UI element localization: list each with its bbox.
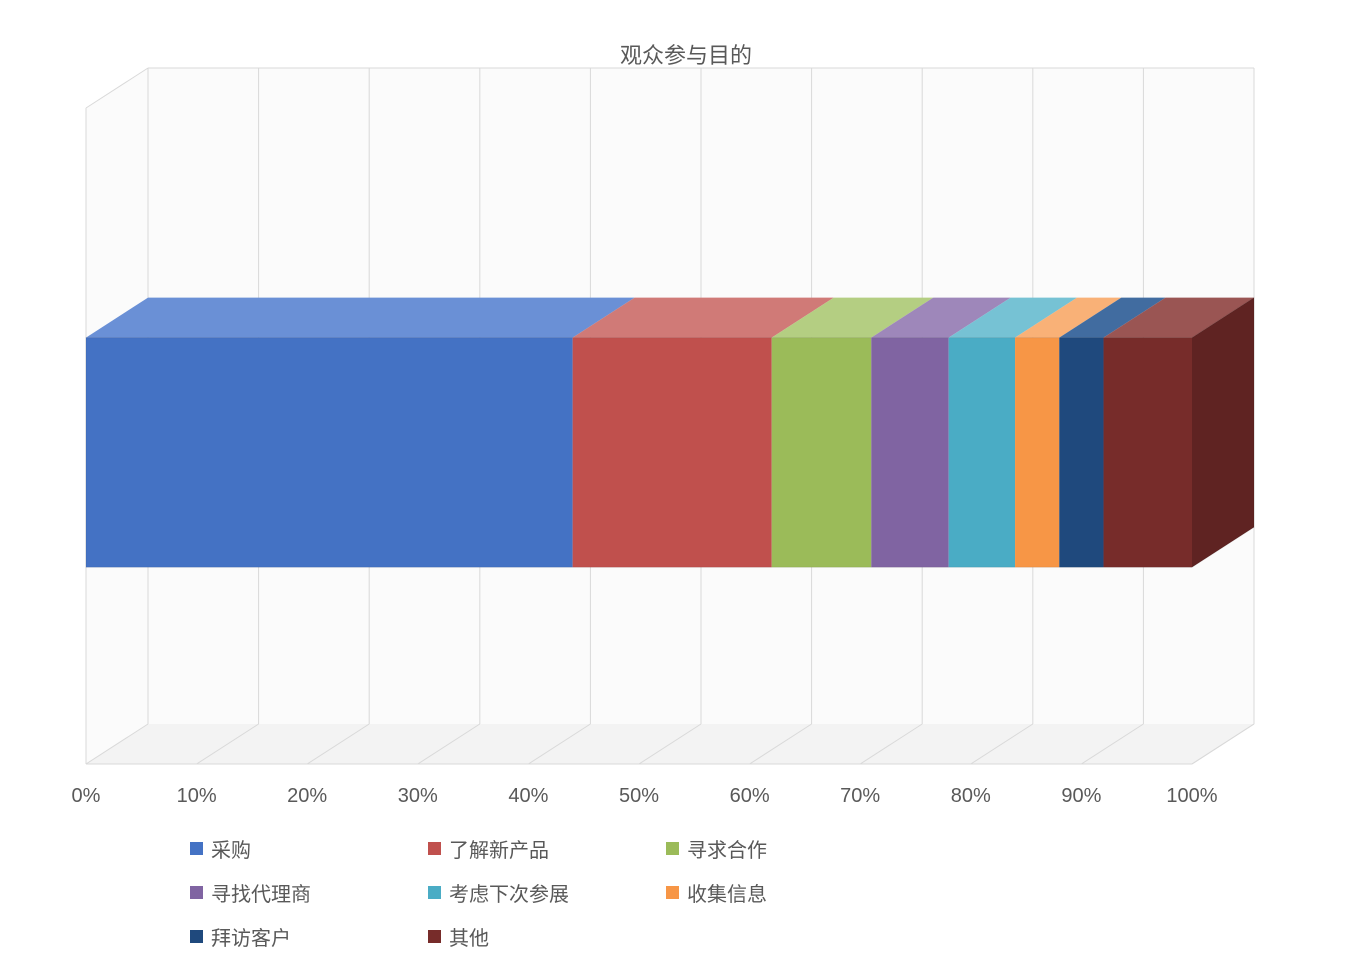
legend-item: 了解新产品 [428,826,656,870]
legend-item: 收集信息 [666,870,894,914]
legend-label: 寻找代理商 [211,878,311,907]
x-tick-label: 50% [609,785,669,808]
legend-label: 拜访客户 [211,922,291,951]
legend-item: 寻求合作 [666,826,894,870]
x-tick-label: 60% [720,785,780,808]
legend: 采购 了解新产品 寻求合作寻找代理商 考虑下次参展 收集信息拜访客户 其他 [190,826,1110,958]
x-tick-label: 20% [277,785,337,808]
legend-label: 寻求合作 [687,834,767,863]
legend-swatch [190,886,203,899]
x-tick-label: 90% [1051,785,1111,808]
x-tick-label: 10% [167,785,227,808]
stacked-bar-chart [0,0,1372,968]
x-tick-label: 100% [1162,785,1222,808]
legend-item: 考虑下次参展 [428,870,656,914]
legend-swatch [428,842,441,855]
legend-swatch [428,886,441,899]
legend-label: 了解新产品 [449,834,549,863]
legend-label: 收集信息 [687,878,767,907]
legend-label: 考虑下次参展 [449,878,569,907]
legend-item: 寻找代理商 [190,870,418,914]
legend-label: 其他 [449,922,489,951]
legend-label: 采购 [211,834,251,863]
legend-item: 采购 [190,826,418,870]
legend-swatch [666,842,679,855]
legend-swatch [190,842,203,855]
x-tick-label: 30% [388,785,448,808]
x-tick-label: 80% [941,785,1001,808]
legend-item: 拜访客户 [190,914,418,958]
legend-item: 其他 [428,914,656,958]
x-tick-label: 40% [498,785,558,808]
legend-swatch [190,930,203,943]
x-tick-label: 70% [830,785,890,808]
legend-swatch [428,930,441,943]
x-tick-label: 0% [56,785,116,808]
legend-swatch [666,886,679,899]
